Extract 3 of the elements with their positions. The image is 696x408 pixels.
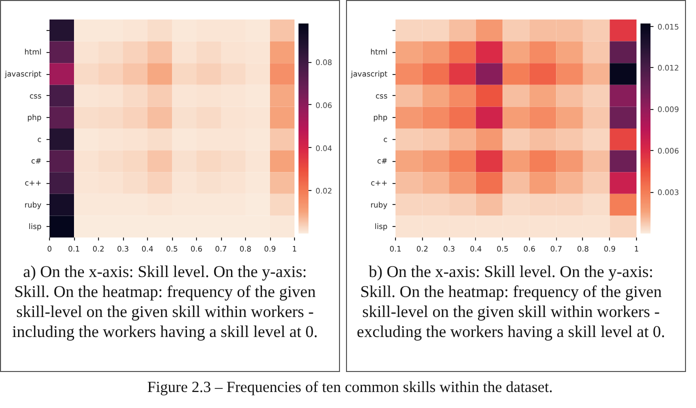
text: b) On the x-axis: Skill level. On the y-axis: Skill. On the heatmap: frequency of the given skill-level on the given skill within workers - excluding the workers having a skill level at 0.	[356, 262, 666, 342]
text: a) On the x-axis: Skill level. On the y-axis: Skill. On the heatmap: frequency of the given skill-level on the given skill within workers - including the workers having a skill level at 0.	[11, 262, 319, 342]
caption: Figure 2.3 – Frequencies of ten common skills within the dataset.	[147, 378, 553, 398]
